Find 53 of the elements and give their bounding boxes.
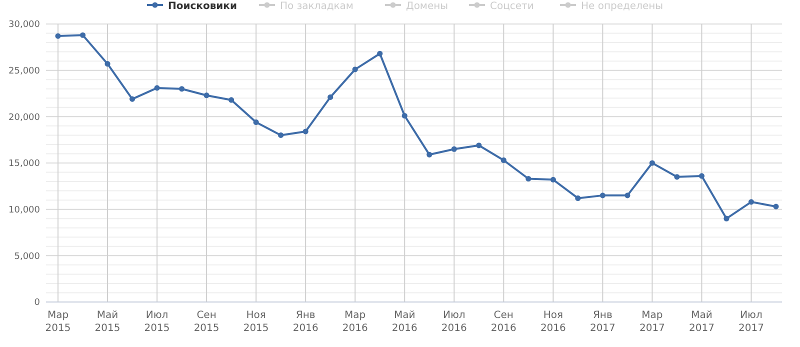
point <box>154 85 160 91</box>
point <box>773 204 779 210</box>
y-tick-label: 30,000 <box>8 20 40 30</box>
y-tick-label: 5,000 <box>14 252 40 262</box>
point <box>674 174 680 180</box>
x-tick-label: Янв 2016 <box>292 310 318 334</box>
point <box>55 33 61 39</box>
point <box>80 32 86 38</box>
point <box>500 157 506 164</box>
y-tick-label: 15,000 <box>8 159 40 170</box>
point <box>526 176 532 182</box>
point <box>624 192 630 198</box>
x-tick-label: Ноя 2016 <box>540 310 566 334</box>
point <box>451 146 457 152</box>
point <box>575 195 581 202</box>
x-tick-label: Мар 2015 <box>45 310 71 334</box>
x-tick-label: Янв 2017 <box>590 310 616 334</box>
y-tick-label: 20,000 <box>8 112 40 123</box>
point <box>724 216 730 222</box>
x-tick-label: Июл 2016 <box>441 310 467 334</box>
x-tick-label: Май 2017 <box>689 310 714 334</box>
y-tick-label: 25,000 <box>8 66 40 76</box>
point <box>377 50 383 56</box>
x-tick-label: Сен 2015 <box>194 310 220 334</box>
x-tick-label: Мар 2017 <box>639 310 665 334</box>
point <box>104 61 110 67</box>
y-tick-label: 10,000 <box>8 205 40 216</box>
legend-label: Поисковики <box>168 1 237 12</box>
x-tick-label: Июл 2015 <box>144 310 170 334</box>
x-tick-label: Май 2015 <box>94 310 120 334</box>
point <box>129 96 136 102</box>
x-tick-label: Сен 2016 <box>490 310 516 334</box>
point <box>649 160 656 166</box>
point <box>302 128 308 134</box>
y-tick-label: 0 <box>34 298 40 308</box>
point <box>328 94 334 100</box>
point <box>426 152 432 158</box>
x-tick-label: Ноя 2015 <box>243 310 269 334</box>
point <box>178 86 185 92</box>
x-tick-label: Мар 2016 <box>342 310 368 334</box>
point <box>402 112 408 119</box>
x-tick-label: Май 2016 <box>392 310 418 334</box>
point <box>550 176 556 182</box>
point <box>278 132 284 138</box>
point <box>748 199 754 205</box>
point <box>228 97 234 103</box>
point <box>698 173 705 179</box>
point <box>476 142 482 148</box>
x-tick-label: Июл 2017 <box>738 310 764 334</box>
point <box>600 192 606 198</box>
point <box>204 92 210 98</box>
point <box>253 119 259 126</box>
point <box>352 66 358 72</box>
